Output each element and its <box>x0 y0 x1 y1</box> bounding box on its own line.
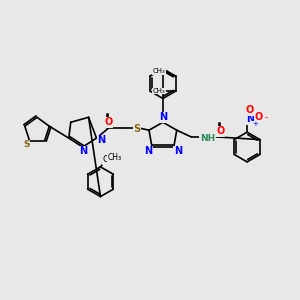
Text: -: - <box>264 113 267 122</box>
Text: O: O <box>246 105 254 116</box>
Text: N: N <box>246 114 254 124</box>
Text: N: N <box>98 135 106 145</box>
Text: O: O <box>102 155 109 164</box>
Text: NH: NH <box>200 134 215 142</box>
Text: N: N <box>80 146 88 156</box>
Text: N: N <box>174 146 182 156</box>
Text: CH₃: CH₃ <box>152 88 165 94</box>
Text: +: + <box>252 121 258 127</box>
Text: CH₃: CH₃ <box>107 153 122 162</box>
Text: N: N <box>159 112 167 122</box>
Text: O: O <box>216 126 224 136</box>
Text: N: N <box>144 146 152 156</box>
Text: O: O <box>104 117 112 127</box>
Text: S: S <box>23 140 30 149</box>
Text: S: S <box>134 124 141 134</box>
Text: CH₃: CH₃ <box>152 68 165 74</box>
Text: O: O <box>255 112 263 122</box>
